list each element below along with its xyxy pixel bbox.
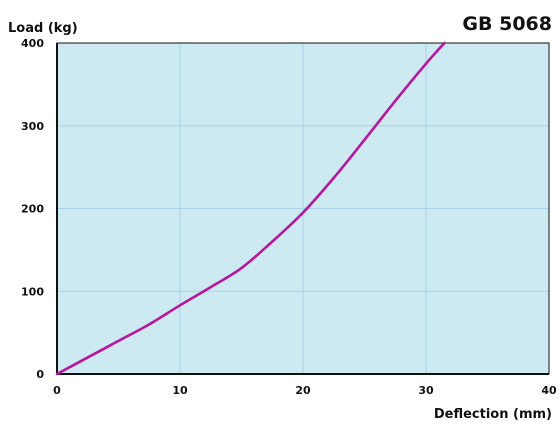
x-tick-labels: 0 10 20 30 40 xyxy=(53,384,557,397)
chart-title: GB 5068 xyxy=(462,13,552,35)
y-tick-label: 300 xyxy=(21,120,44,133)
x-tick-label: 40 xyxy=(541,384,557,397)
x-tick-label: 20 xyxy=(295,384,311,397)
y-tick-label: 200 xyxy=(21,203,44,216)
x-axis-title: Deflection (mm) xyxy=(434,407,552,422)
y-tick-label: 0 xyxy=(36,368,44,381)
x-tick-label: 0 xyxy=(53,384,61,397)
x-tick-label: 30 xyxy=(418,384,434,397)
y-tick-label: 100 xyxy=(21,285,44,298)
y-tick-label: 400 xyxy=(21,37,44,50)
x-tick-label: 10 xyxy=(172,384,188,397)
y-tick-labels: 0 100 200 300 400 xyxy=(21,37,44,381)
y-axis-title: Load (kg) xyxy=(8,21,78,36)
